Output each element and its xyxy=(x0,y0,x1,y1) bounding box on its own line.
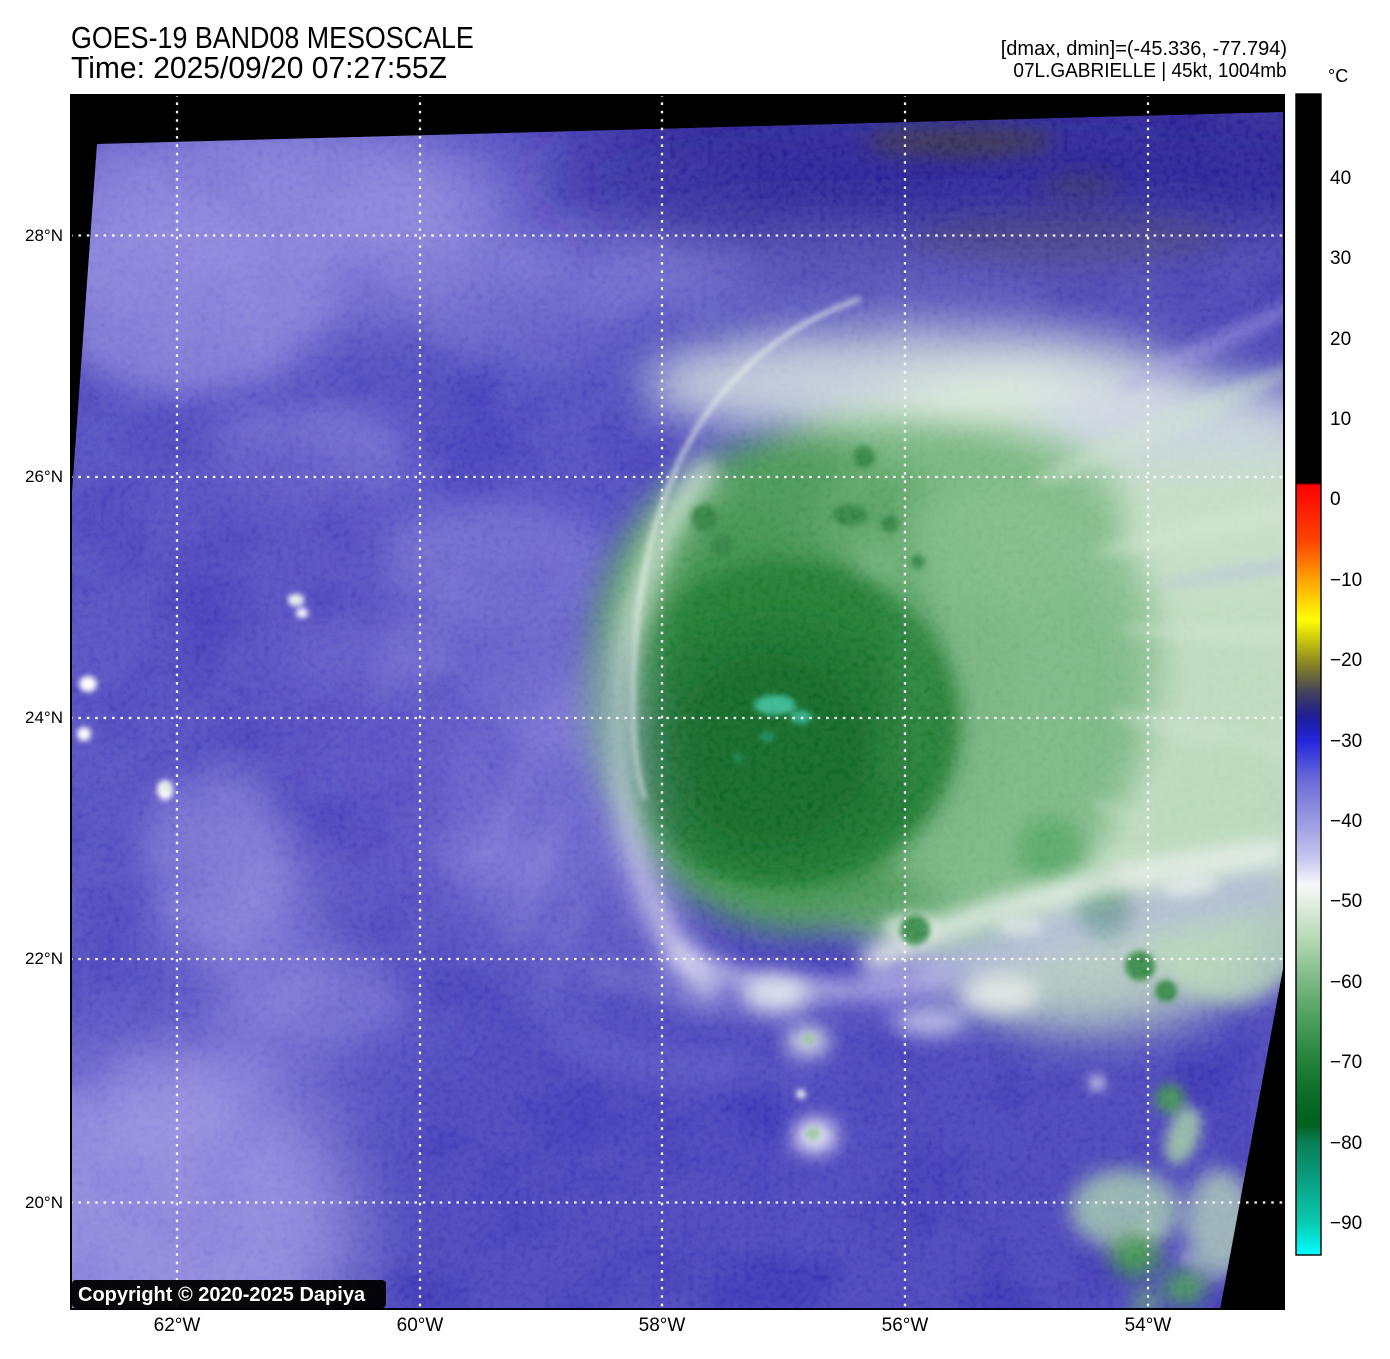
svg-text:Copyright © 2020-2025 Dapiya: Copyright © 2020-2025 Dapiya xyxy=(78,1284,366,1306)
